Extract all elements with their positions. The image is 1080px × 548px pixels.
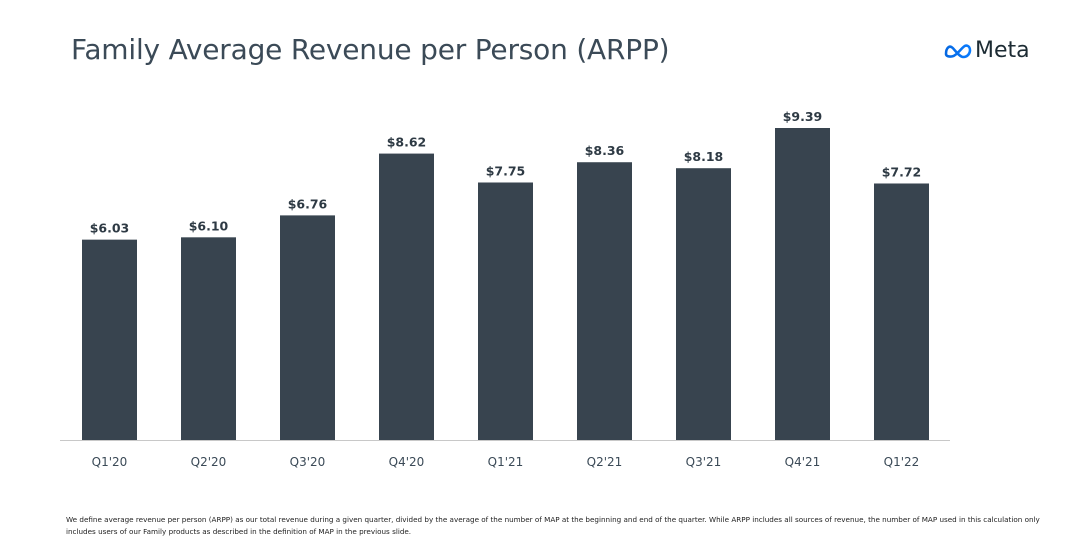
x-tick-labels-group: Q1'20 Q2'20 Q3'20 Q4'20 Q1'21 Q2'21 Q3'21 Q4'21… [92,455,920,469]
data-label: $8.36 [585,143,625,158]
meta-logo-text: Meta [975,38,1030,63]
x-tick-label: Q1'20 [92,455,128,469]
footnote: We define average revenue per person (AR… [66,515,1040,536]
x-tick-label: Q1'22 [884,455,920,469]
x-tick-label: Q3'21 [686,455,722,469]
bar-q1-22 [874,183,929,440]
x-tick-label: Q1'21 [488,455,524,469]
bar-q4-21 [775,128,830,440]
bar-q3-20 [280,215,335,440]
meta-infinity-logo-icon [944,43,972,58]
x-tick-label: Q2'21 [587,455,623,469]
bar-q1-21 [478,182,533,441]
bar-q4-20 [379,153,434,441]
bar-q3-21 [676,168,731,440]
data-label: $8.18 [684,149,724,164]
x-tick-label: Q3'20 [290,455,326,469]
x-tick-label: Q4'20 [389,455,425,469]
x-tick-label: Q2'20 [191,455,227,469]
data-label: $6.03 [90,221,130,236]
x-tick-label: Q4'21 [785,455,821,469]
bar-q1-20 [82,239,137,440]
meta-logo: Meta [943,38,1030,63]
value-labels-group: $6.03 $6.10 $6.76 $8.62 $7.75 $8.36 $8.18 $9.39… [90,109,922,236]
bars-group [82,128,929,441]
bar-q2-21 [577,162,632,441]
data-label: $8.62 [387,135,427,150]
data-label: $6.10 [189,218,229,233]
data-label: $9.39 [783,109,823,124]
page-title: Family Average Revenue per Person (ARPP) [71,33,670,66]
data-label: $6.76 [288,196,328,211]
bar-chart: $6.03 $6.10 $6.76 $8.62 $7.75 $8.36 $8.18 $9.39… [60,109,950,469]
bar-q2-20 [181,237,236,440]
data-label: $7.72 [882,164,922,179]
data-label: $7.75 [486,163,526,178]
